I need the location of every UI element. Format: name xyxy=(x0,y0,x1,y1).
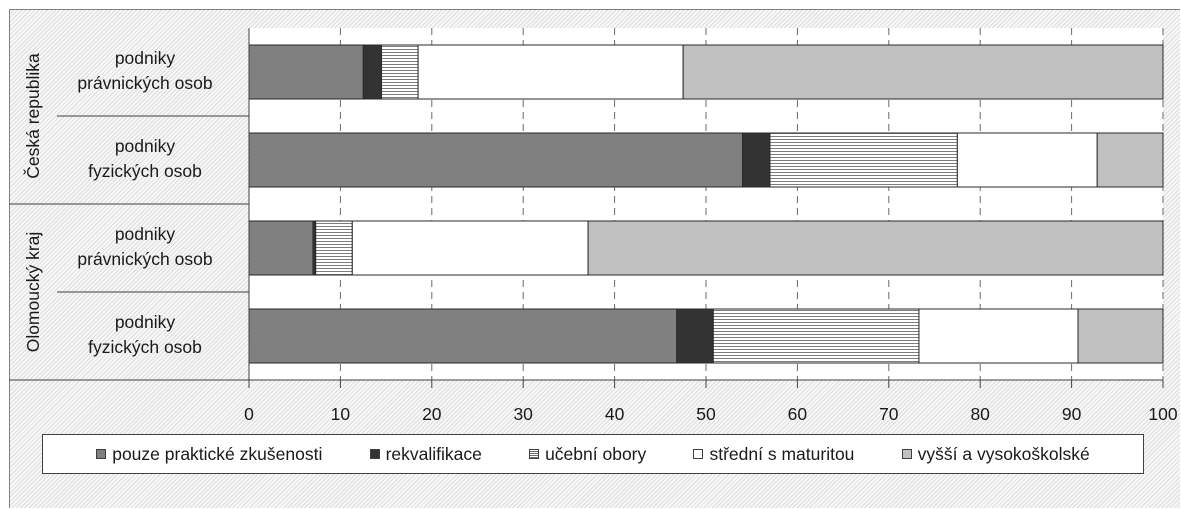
legend-swatch xyxy=(529,449,540,459)
bar-segment xyxy=(351,220,589,276)
category-label-line: právnických osob xyxy=(77,73,213,93)
legend-label: pouze praktické zkušenosti xyxy=(112,443,323,464)
x-tick-label: 0 xyxy=(244,404,254,424)
bar-segment xyxy=(712,308,920,364)
x-tick-label: 30 xyxy=(513,404,533,424)
category-label-line: fyzických osob xyxy=(88,337,202,357)
bar-segment xyxy=(381,44,419,100)
bar-segment xyxy=(587,220,1164,276)
legend-swatch xyxy=(693,449,704,459)
category-label: podniky právnických osob xyxy=(55,222,235,272)
category-label-line: podniky xyxy=(114,136,176,156)
legend-item: střední s maturitou xyxy=(693,444,854,465)
x-tick-label: 10 xyxy=(330,404,351,424)
bar-segment xyxy=(248,44,364,100)
x-tick-label: 100 xyxy=(1148,404,1178,424)
category-label-line: právnických osob xyxy=(77,249,213,269)
category-label-line: fyzických osob xyxy=(88,161,202,181)
bar-segment xyxy=(956,132,1098,188)
category-label-line: podniky xyxy=(114,48,176,68)
legend-item: rekvalifikace xyxy=(369,443,482,465)
bar-segment xyxy=(248,132,744,188)
x-tick-label: 50 xyxy=(696,404,716,424)
legend-item: učební obory xyxy=(529,444,646,465)
legend-label: rekvalifikace xyxy=(385,443,482,464)
legend-label: učební obory xyxy=(545,443,647,464)
group-label: Česká republika xyxy=(23,53,43,179)
bar-segment xyxy=(315,220,353,276)
legend-label: střední s maturitou xyxy=(709,443,855,464)
bar-segment xyxy=(769,132,958,188)
bar-segment xyxy=(248,220,314,276)
bar-segment xyxy=(362,44,383,100)
legend: pouze praktické zkušenosti rekvalifikace u… xyxy=(42,434,1144,474)
bar-segment xyxy=(918,308,1079,364)
bar-segment xyxy=(1096,132,1164,188)
legend-swatch xyxy=(901,449,912,459)
group-label: Olomoucký kraj xyxy=(23,231,43,353)
bar-segment xyxy=(742,132,771,188)
legend-item: vyšší a vysokoškolské xyxy=(901,443,1090,465)
x-tick-label: 90 xyxy=(1061,404,1082,424)
legend-item: pouze praktické zkušenosti xyxy=(96,444,322,465)
category-label: podniky fyzických osob xyxy=(55,310,235,360)
bar-segment xyxy=(682,44,1164,100)
legend-swatch xyxy=(369,449,380,459)
x-tick-label: 70 xyxy=(879,404,899,424)
bar-segment xyxy=(417,44,684,100)
bar-segment xyxy=(676,308,714,364)
bar-segment xyxy=(248,308,678,364)
x-tick-label: 20 xyxy=(422,404,442,424)
category-label-line: podniky xyxy=(114,224,176,244)
x-tick-label: 60 xyxy=(787,404,808,424)
x-tick-label: 80 xyxy=(970,404,990,424)
bar-segment xyxy=(1077,308,1164,364)
x-tick-label: 40 xyxy=(604,404,625,424)
category-label: podniky právnických osob xyxy=(55,46,235,96)
legend-swatch xyxy=(96,449,107,459)
category-label: podniky fyzických osob xyxy=(55,134,235,184)
legend-label: vyšší a vysokoškolské xyxy=(917,443,1090,464)
category-label-line: podniky xyxy=(114,312,176,332)
